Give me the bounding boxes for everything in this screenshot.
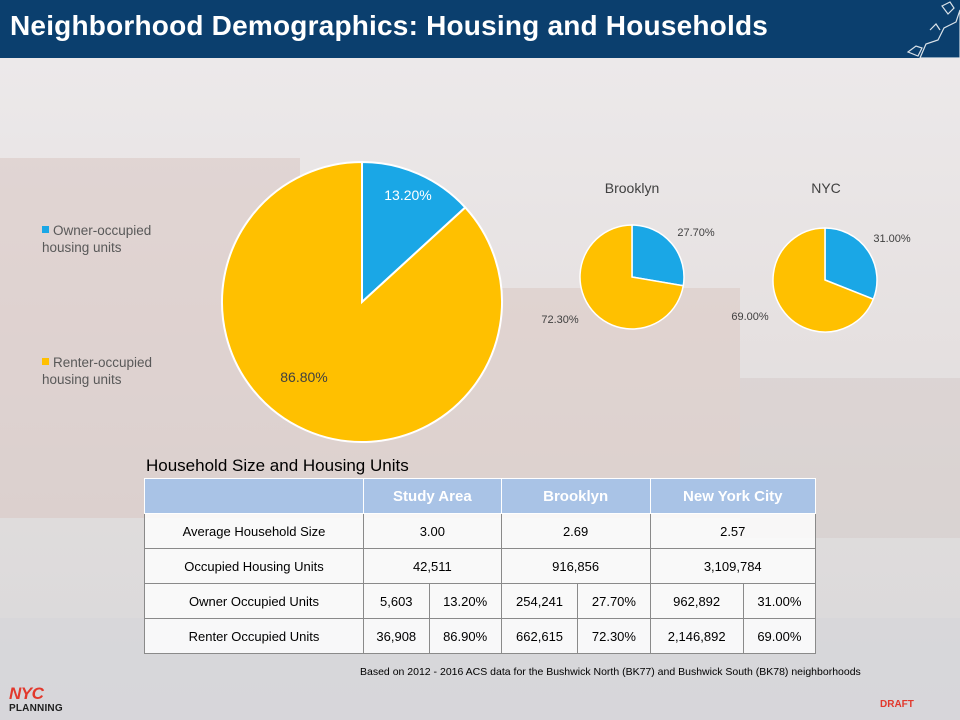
pie-slice-study-area-renter <box>221 160 503 443</box>
pie-slice-brooklyn-owner <box>631 224 685 287</box>
table-cell: 5,603 <box>363 583 430 619</box>
legend-owner-swatch <box>42 226 49 233</box>
pie-slice-study-area-owner <box>361 160 467 305</box>
table-cell: 27.70% <box>577 583 651 619</box>
legend-owner: Owner-occupied housing units <box>42 222 151 256</box>
table-header-brooklyn: Brooklyn <box>500 478 651 514</box>
table-cell: 962,892 <box>649 583 744 619</box>
table-row: Renter Occupied Units 36,908 86.90% 662,… <box>144 618 817 654</box>
legend-renter-label-line2: housing units <box>42 372 122 387</box>
pie-slice-brooklyn-renter <box>579 224 685 330</box>
pie-slice-nyc-owner <box>824 227 878 301</box>
nyc-planning-logo: NYC PLANNING <box>9 685 73 717</box>
table-cell: 3.00 <box>363 513 502 549</box>
logo-planning-text: PLANNING <box>9 703 63 714</box>
table-header-nyc: New York City <box>649 478 817 514</box>
logo-nyc-text: NYC <box>9 684 44 703</box>
pie-data-label-nyc-owner: 31.00% <box>873 233 911 245</box>
page-title: Neighborhood Demographics: Housing and H… <box>10 10 769 41</box>
table-cell: 42,511 <box>363 548 502 584</box>
row-label: Occupied Housing Units <box>144 548 364 584</box>
footnote: Based on 2012 - 2016 ACS data for the Bu… <box>360 666 861 678</box>
pie-data-label-nyc-renter: 69.00% <box>731 311 769 323</box>
pie-data-label-study-area-owner: 13.20% <box>384 187 431 203</box>
legend-owner-label-line2: housing units <box>42 240 122 255</box>
pie-title-nyc: NYC <box>811 180 841 196</box>
table-row: Occupied Housing Units 42,511 916,856 3,… <box>144 548 817 584</box>
legend-renter-label: Renter-occupied <box>53 355 153 370</box>
pie-data-label-brooklyn-owner: 27.70% <box>677 227 715 239</box>
table-cell: 31.00% <box>742 583 817 619</box>
legend-renter-swatch <box>42 358 49 365</box>
table-row: Average Household Size 3.00 2.69 2.57 <box>144 513 817 549</box>
table-row: Owner Occupied Units 5,603 13.20% 254,24… <box>144 583 817 619</box>
pie-slice-nyc-renter <box>772 227 875 333</box>
table-cell: 13.20% <box>428 583 502 619</box>
pie-data-label-study-area-renter: 86.80% <box>280 369 327 385</box>
table-cell: 3,109,784 <box>649 548 817 584</box>
table-cell: 69.00% <box>742 618 817 654</box>
legend-owner-label: Owner-occupied <box>53 223 152 238</box>
table-cell: 2,146,892 <box>649 618 744 654</box>
table-title: Household Size and Housing Units <box>146 456 409 475</box>
table-cell: 254,241 <box>500 583 579 619</box>
table-header-row: Study Area Brooklyn New York City <box>144 478 817 514</box>
row-label: Renter Occupied Units <box>144 618 364 654</box>
pie-title-brooklyn: Brooklyn <box>605 180 659 196</box>
table-cell: 86.90% <box>428 618 502 654</box>
table-cell: 2.69 <box>500 513 651 549</box>
legend-renter: Renter-occupied housing units <box>42 354 152 388</box>
table-cell: 72.30% <box>577 618 651 654</box>
title-bar: Neighborhood Demographics: Housing and H… <box>0 0 960 58</box>
table-cell: 916,856 <box>500 548 651 584</box>
housing-table: Study Area Brooklyn New York City Averag… <box>144 478 817 654</box>
row-label: Owner Occupied Units <box>144 583 364 619</box>
pie-data-label-brooklyn-renter: 72.30% <box>541 314 579 326</box>
table-cell: 36,908 <box>363 618 430 654</box>
table-cell: 2.57 <box>649 513 817 549</box>
table-header-corner <box>144 478 364 514</box>
table-header-study-area: Study Area <box>363 478 502 514</box>
row-label: Average Household Size <box>144 513 364 549</box>
nyc-map-icon <box>906 1 960 58</box>
draft-label: DRAFT <box>880 699 914 710</box>
table-cell: 662,615 <box>500 618 579 654</box>
